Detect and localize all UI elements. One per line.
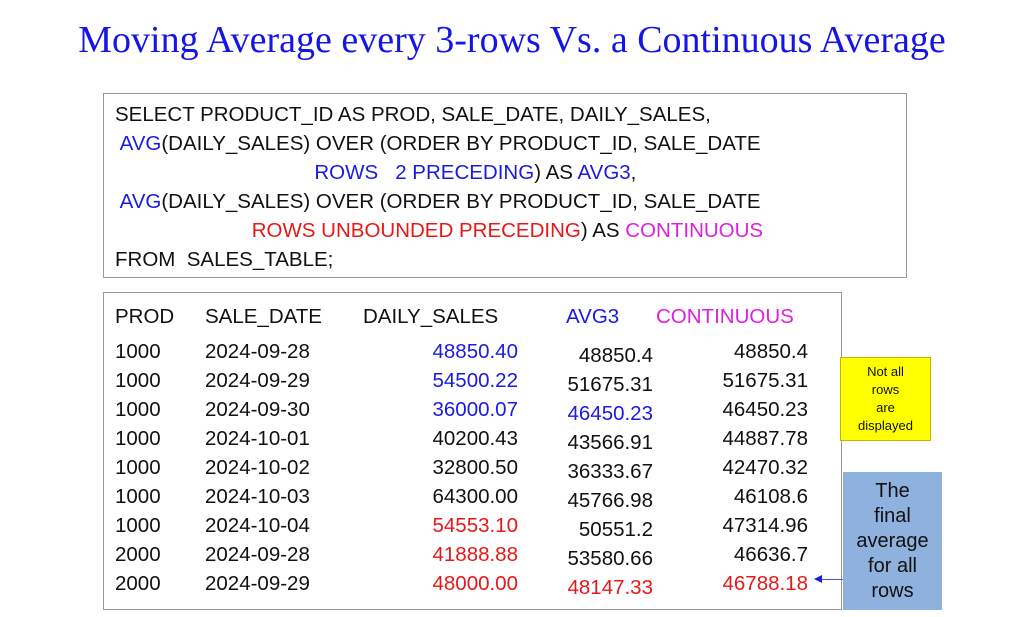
cell-sale-date: 2024-10-01 (205, 427, 310, 450)
cell-continuous: 47314.96 (722, 514, 808, 537)
cell-continuous: 51675.31 (722, 369, 808, 392)
cell-sale-date: 2024-10-04 (205, 514, 310, 537)
cell-daily-sales: 41888.88 (432, 543, 518, 566)
slide-title: Moving Average every 3-rows Vs. a Contin… (78, 19, 946, 61)
cell-sale-date: 2024-09-29 (205, 369, 310, 392)
note-line: The (875, 480, 910, 502)
cell-prod: 1000 (115, 427, 161, 450)
cell-continuous: 46450.23 (722, 398, 808, 421)
cell-daily-sales: 64300.00 (432, 485, 518, 508)
sql-token: SELECT PRODUCT_ID AS PROD, SALE_DATE, DA… (115, 103, 711, 126)
cell-prod: 2000 (115, 572, 161, 595)
cell-continuous: 46636.7 (733, 543, 808, 566)
sql-token: AVG3 (577, 161, 631, 184)
sql-token: CONTINUOUS (625, 219, 764, 242)
final-average-note: The final average for all rows (843, 472, 942, 610)
note-line: rows (871, 382, 900, 397)
column-header: DAILY_SALES (363, 305, 499, 328)
cell-sale-date: 2024-09-28 (205, 340, 310, 363)
sql-line: AVG(DAILY_SALES) OVER (ORDER BY PRODUCT_… (115, 190, 761, 214)
sql-token: ) AS (534, 161, 578, 184)
sql-token: , (630, 161, 637, 184)
not-all-rows-note: Not all rows are displayed (840, 357, 931, 441)
sql-line: SELECT PRODUCT_ID AS PROD, SALE_DATE, DA… (115, 103, 711, 127)
cell-avg3: 48147.33 (567, 576, 653, 599)
note-line: are (876, 400, 895, 415)
sql-token: (DAILY_SALES) OVER (ORDER BY PRODUCT_ID,… (161, 132, 761, 155)
cell-prod: 1000 (115, 398, 161, 421)
note-line: Not all (867, 364, 904, 379)
cell-daily-sales: 48000.00 (432, 572, 518, 595)
cell-prod: 1000 (115, 514, 161, 537)
note-line: for all (868, 555, 917, 577)
cell-prod: 1000 (115, 485, 161, 508)
note-line: final (874, 505, 911, 527)
cell-prod: 1000 (115, 369, 161, 392)
cell-continuous: 46108.6 (733, 485, 808, 508)
cell-sale-date: 2024-09-28 (205, 543, 310, 566)
column-header: CONTINUOUS (656, 305, 794, 328)
sql-token: ROWS 2 PRECEDING (115, 161, 535, 184)
cell-avg3: 51675.31 (567, 373, 653, 396)
sql-token: AVG (115, 132, 162, 155)
note-line: average (856, 530, 929, 552)
cell-prod: 2000 (115, 543, 161, 566)
cell-sale-date: 2024-09-29 (205, 572, 310, 595)
cell-avg3: 45766.98 (567, 489, 653, 512)
cell-sale-date: 2024-09-30 (205, 398, 310, 421)
sql-line: AVG(DAILY_SALES) OVER (ORDER BY PRODUCT_… (115, 132, 761, 156)
cell-daily-sales: 54553.10 (432, 514, 518, 537)
cell-continuous: 42470.32 (722, 456, 808, 479)
cell-continuous: 46788.18 (722, 572, 808, 595)
column-header: PROD (115, 305, 175, 328)
cell-daily-sales: 36000.07 (432, 398, 518, 421)
cell-continuous: 44887.78 (722, 427, 808, 450)
cell-daily-sales: 40200.43 (432, 427, 518, 450)
sql-line: ROWS 2 PRECEDING) AS AVG3, (115, 161, 636, 185)
sql-code-box: SELECT PRODUCT_ID AS PROD, SALE_DATE, DA… (103, 93, 907, 278)
note-line: displayed (858, 418, 913, 433)
note-line: rows (871, 580, 914, 602)
sql-token: ROWS UNBOUNDED PRECEDING (115, 219, 581, 242)
result-table: PROD SALE_DATE DAILY_SALES AVG3 CONTINUOUS 10… (103, 292, 842, 610)
sql-line: ROWS UNBOUNDED PRECEDING) AS CONTINUOUS (115, 219, 763, 243)
cell-prod: 1000 (115, 456, 161, 479)
cell-avg3: 53580.66 (567, 547, 653, 570)
cell-avg3: 48850.4 (578, 344, 653, 367)
cell-sale-date: 2024-10-02 (205, 456, 310, 479)
cell-daily-sales: 32800.50 (432, 456, 518, 479)
cell-avg3: 36333.67 (567, 460, 653, 483)
cell-daily-sales: 48850.40 (432, 340, 518, 363)
cell-continuous: 48850.4 (733, 340, 808, 363)
cell-avg3: 50551.2 (578, 518, 653, 541)
sql-token: ) AS (580, 219, 626, 242)
cell-daily-sales: 54500.22 (432, 369, 518, 392)
sql-token: AVG (115, 190, 162, 213)
column-header: SALE_DATE (205, 305, 322, 328)
arrow-line (816, 579, 843, 580)
cell-prod: 1000 (115, 340, 161, 363)
sql-line: FROM SALES_TABLE; (115, 248, 333, 272)
cell-avg3: 43566.91 (567, 431, 653, 454)
cell-sale-date: 2024-10-03 (205, 485, 310, 508)
column-header: AVG3 (566, 305, 620, 328)
sql-token: FROM SALES_TABLE; (115, 248, 334, 271)
sql-token: (DAILY_SALES) OVER (ORDER BY PRODUCT_ID,… (161, 190, 761, 213)
cell-avg3: 46450.23 (567, 402, 653, 425)
arrow-left-icon (814, 575, 822, 583)
